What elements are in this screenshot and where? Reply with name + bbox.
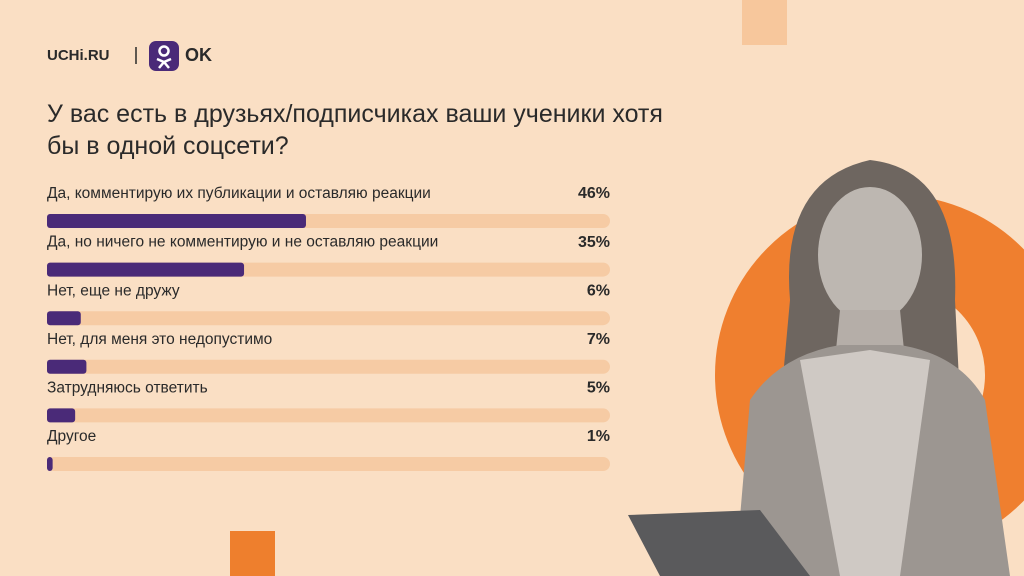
bar-track xyxy=(47,359,610,374)
bar-track xyxy=(47,408,610,423)
brand-logo: UCHi.RU xyxy=(47,47,110,64)
bar xyxy=(47,457,53,471)
ok-icon-glyph xyxy=(158,45,170,57)
category-label: Другое xyxy=(47,428,96,445)
category-label: Затрудняюсь ответить xyxy=(47,379,208,396)
category-label: Да, но ничего не комментирую и не оставл… xyxy=(47,234,438,251)
value-label: 1% xyxy=(587,428,610,445)
category-label: Нет, еще не дружу xyxy=(47,282,180,299)
value-label: 6% xyxy=(587,282,610,299)
ok-icon-glyph xyxy=(156,57,172,69)
decor-square xyxy=(230,531,275,576)
value-label: 46% xyxy=(578,185,610,202)
chart-title: У вас есть в друзьях/подписчиках ваши уч… xyxy=(47,100,663,160)
category-label: Нет, для меня это недопустимо xyxy=(47,331,272,348)
bar xyxy=(47,359,87,374)
category-label: Да, комментирую их публикации и оставляю… xyxy=(47,185,431,202)
value-label: 5% xyxy=(587,380,610,397)
bar-track xyxy=(47,311,610,326)
bar xyxy=(47,408,76,423)
bar-track xyxy=(47,457,610,471)
decor-square xyxy=(742,0,787,45)
value-label: 7% xyxy=(587,331,610,348)
bar xyxy=(47,262,245,277)
value-label: 35% xyxy=(578,234,610,251)
bar xyxy=(47,214,306,228)
brand-logo: OK xyxy=(185,45,212,65)
bar xyxy=(47,311,81,326)
photo xyxy=(628,160,1010,576)
